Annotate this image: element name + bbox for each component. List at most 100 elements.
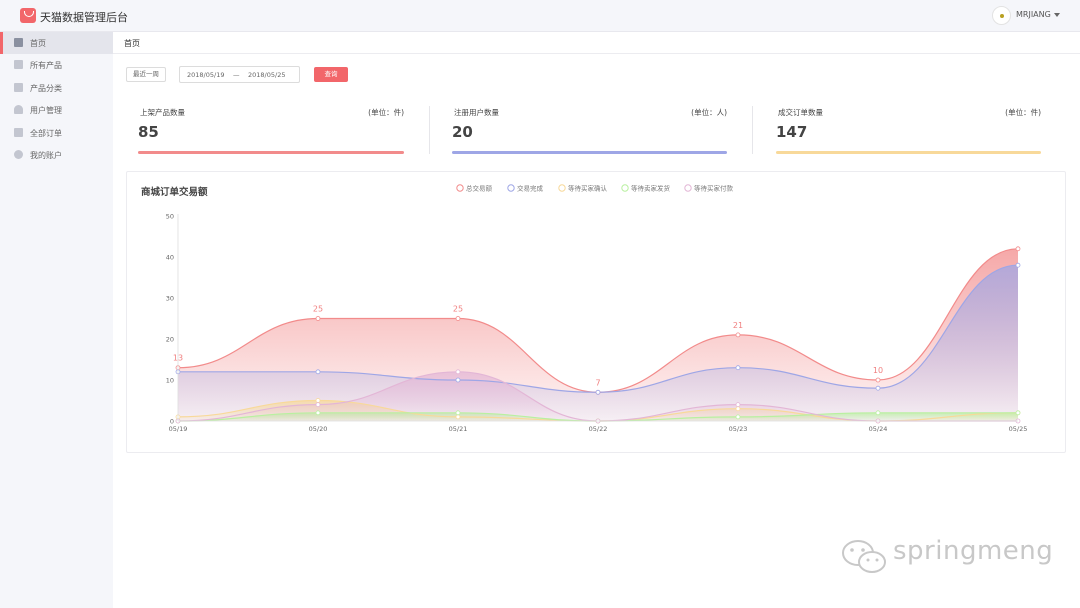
order-icon [14, 128, 23, 137]
sidebar-item-label: 全部订单 [30, 129, 62, 138]
data-point[interactable] [875, 410, 881, 416]
legend-label[interactable]: 等待买家确认 [568, 184, 608, 193]
user-name[interactable]: MRJIANG [1016, 10, 1051, 19]
legend-marker[interactable] [684, 184, 692, 192]
stat-bar [776, 151, 1041, 154]
data-point[interactable] [735, 332, 741, 338]
data-point[interactable] [455, 410, 461, 416]
sidebar-item-users[interactable]: 用户管理 [0, 99, 113, 121]
legend-label[interactable]: 总交易额 [466, 184, 493, 193]
data-point[interactable] [735, 406, 741, 412]
sidebar-item-products[interactable]: 所有产品 [0, 54, 113, 76]
home-icon [14, 38, 23, 47]
breadcrumb-bar: 首页 [113, 32, 1080, 54]
data-point[interactable] [455, 377, 461, 383]
category-icon [14, 83, 23, 92]
data-point[interactable] [875, 385, 881, 391]
sidebar-item-categories[interactable]: 产品分类 [0, 77, 113, 99]
data-point[interactable] [875, 377, 881, 383]
date-range-picker[interactable]: 2018/05/19 — 2018/05/25 [179, 66, 300, 83]
sidebar-item-account[interactable]: 我的账户 [0, 144, 113, 166]
sidebar-item-home[interactable]: 首页 [0, 32, 113, 54]
data-label: 25 [313, 305, 323, 314]
x-tick-label: 05/19 [169, 425, 188, 433]
data-point[interactable] [1015, 246, 1021, 252]
x-tick-label: 05/23 [729, 425, 748, 433]
sidebar-item-label: 所有产品 [30, 61, 62, 70]
data-point[interactable] [1015, 410, 1021, 416]
divider [429, 106, 430, 154]
y-tick-label: 30 [166, 295, 174, 303]
x-tick-label: 05/25 [1009, 425, 1028, 433]
legend-marker[interactable] [507, 184, 515, 192]
user-icon [14, 105, 23, 114]
data-label: 10 [873, 366, 883, 375]
stat-value: 147 [776, 123, 808, 141]
chart-panel [126, 171, 1066, 453]
data-point[interactable] [455, 414, 461, 420]
data-point[interactable] [315, 398, 321, 403]
y-tick-label: 40 [166, 254, 174, 262]
sidebar-item-label: 产品分类 [30, 84, 62, 93]
gear-icon [14, 150, 23, 159]
recent-week-button[interactable]: 最近一周 [126, 67, 166, 82]
data-point[interactable] [315, 369, 321, 375]
end-date[interactable]: 2018/05/25 [248, 71, 286, 79]
legend-marker[interactable] [558, 184, 566, 192]
data-point[interactable] [455, 316, 461, 321]
series-line-1 [177, 264, 1019, 393]
stat-value: 20 [452, 123, 473, 141]
data-label: 21 [733, 321, 743, 330]
divider [752, 106, 753, 154]
y-tick-label: 20 [166, 336, 174, 344]
data-label: 7 [595, 378, 600, 387]
legend-marker[interactable] [456, 184, 464, 192]
stat-unit: (单位：人) [691, 108, 727, 117]
stat-unit: (单位：件) [1005, 108, 1041, 117]
data-point[interactable] [315, 402, 321, 408]
data-point[interactable] [735, 402, 741, 408]
data-point[interactable] [735, 365, 741, 371]
x-tick-label: 05/21 [449, 425, 468, 433]
sidebar-item-label: 我的账户 [30, 151, 62, 160]
legend-label[interactable]: 交易完成 [517, 184, 544, 193]
data-point[interactable] [595, 389, 601, 395]
stat-card-orders: 成交订单数量 (单位：件) 147 [776, 100, 1041, 158]
legend-label[interactable]: 等待买家付款 [694, 184, 734, 193]
breadcrumb[interactable]: 首页 [124, 39, 140, 48]
data-label: 25 [453, 305, 463, 314]
start-date[interactable]: 2018/05/19 [187, 71, 225, 79]
wechat-icon [842, 540, 886, 573]
stat-bar [138, 151, 404, 154]
app-title: 天猫数据管理后台 [40, 11, 128, 24]
top-bar: 天猫数据管理后台 MRJIANG [0, 0, 1080, 32]
y-tick-label: 0 [170, 418, 174, 426]
series-area-1 [178, 265, 1018, 421]
sidebar-item-orders[interactable]: 全部订单 [0, 122, 113, 144]
legend-marker[interactable] [621, 184, 629, 192]
stat-value: 85 [138, 123, 159, 141]
sidebar-item-label: 首页 [30, 39, 46, 48]
sidebar: 首页 所有产品 产品分类 用户管理 全部订单 我的账户 [0, 32, 113, 608]
date-separator: — [233, 71, 240, 79]
shopping-bag-icon [20, 8, 36, 23]
data-point[interactable] [1015, 262, 1021, 268]
chart-title: 商城订单交易额 [141, 187, 208, 198]
stat-title: 上架产品数量 [140, 108, 185, 117]
watermark-text: springmeng [893, 536, 1054, 566]
stat-card-products: 上架产品数量 (单位：件) 85 [138, 100, 404, 158]
data-point[interactable] [735, 414, 741, 420]
data-point[interactable] [315, 410, 321, 416]
x-tick-label: 05/22 [589, 425, 608, 433]
data-point[interactable] [315, 316, 321, 321]
legend-label[interactable]: 等待卖家发货 [631, 184, 671, 193]
stat-title: 成交订单数量 [778, 108, 823, 117]
data-point[interactable] [455, 369, 461, 375]
avatar[interactable] [992, 6, 1011, 25]
x-tick-label: 05/20 [309, 425, 328, 433]
query-button[interactable]: 查询 [314, 67, 348, 82]
chevron-down-icon[interactable] [1054, 13, 1060, 17]
stat-card-users: 注册用户数量 (单位：人) 20 [452, 100, 727, 158]
y-tick-label: 50 [166, 213, 174, 221]
